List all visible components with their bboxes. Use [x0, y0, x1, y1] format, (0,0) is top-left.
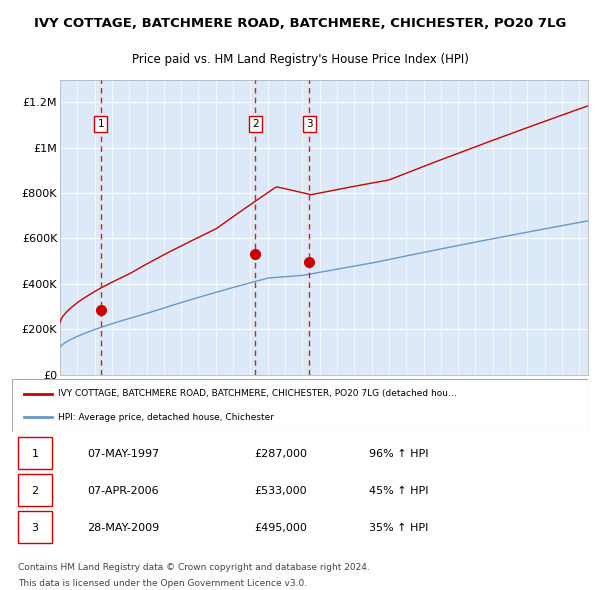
Text: 96% ↑ HPI: 96% ↑ HPI [369, 450, 428, 460]
Text: Contains HM Land Registry data © Crown copyright and database right 2024.: Contains HM Land Registry data © Crown c… [18, 563, 370, 572]
Text: IVY COTTAGE, BATCHMERE ROAD, BATCHMERE, CHICHESTER, PO20 7LG (detached hou…: IVY COTTAGE, BATCHMERE ROAD, BATCHMERE, … [58, 389, 457, 398]
Text: HPI: Average price, detached house, Chichester: HPI: Average price, detached house, Chic… [58, 413, 274, 422]
Text: Price paid vs. HM Land Registry's House Price Index (HPI): Price paid vs. HM Land Registry's House … [131, 53, 469, 66]
Text: 28-MAY-2009: 28-MAY-2009 [87, 523, 159, 533]
Text: IVY COTTAGE, BATCHMERE ROAD, BATCHMERE, CHICHESTER, PO20 7LG: IVY COTTAGE, BATCHMERE ROAD, BATCHMERE, … [34, 17, 566, 31]
Text: 07-APR-2006: 07-APR-2006 [87, 486, 158, 496]
Text: 2: 2 [31, 486, 38, 496]
Text: 35% ↑ HPI: 35% ↑ HPI [369, 523, 428, 533]
Text: £495,000: £495,000 [254, 523, 307, 533]
Text: 2: 2 [252, 119, 259, 129]
Text: 45% ↑ HPI: 45% ↑ HPI [369, 486, 428, 496]
Text: 07-MAY-1997: 07-MAY-1997 [87, 450, 159, 460]
FancyBboxPatch shape [18, 511, 52, 543]
Text: 3: 3 [32, 523, 38, 533]
FancyBboxPatch shape [12, 379, 588, 432]
Text: £533,000: £533,000 [254, 486, 307, 496]
FancyBboxPatch shape [18, 474, 52, 506]
Text: 1: 1 [32, 450, 38, 460]
Text: 1: 1 [97, 119, 104, 129]
Text: This data is licensed under the Open Government Licence v3.0.: This data is licensed under the Open Gov… [18, 579, 307, 588]
FancyBboxPatch shape [18, 437, 52, 469]
Text: £287,000: £287,000 [254, 450, 307, 460]
Text: 3: 3 [306, 119, 313, 129]
